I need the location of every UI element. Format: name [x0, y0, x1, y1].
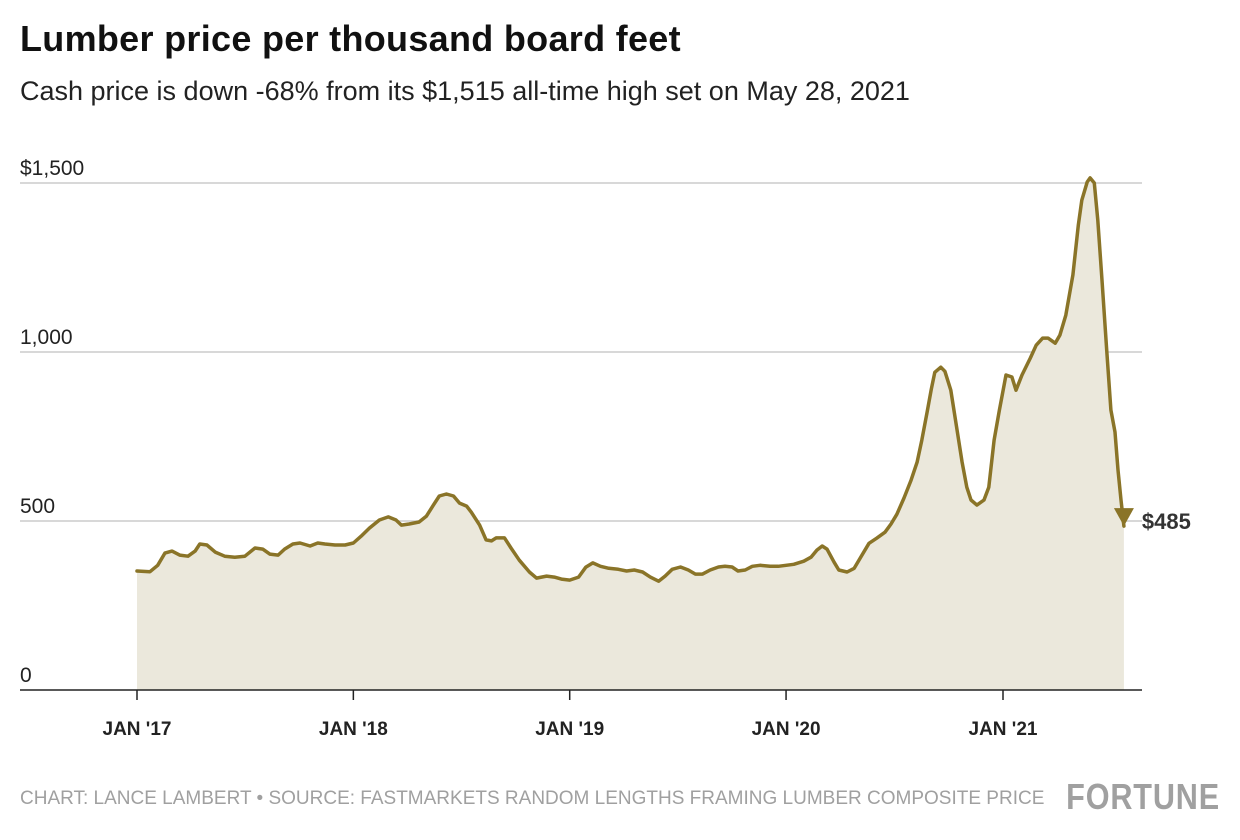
price-line	[135, 176, 1126, 583]
chart-subtitle: Cash price is down -68% from its $1,515 …	[20, 76, 910, 106]
price-area	[137, 177, 1124, 690]
footer-credit: CHART: LANCE LAMBERT • SOURCE: FASTMARKE…	[20, 788, 1045, 809]
fortune-logo: FORTUNE	[1066, 776, 1220, 817]
x-tick-label: JAN '21	[969, 719, 1038, 740]
x-tick-label: JAN '18	[319, 719, 388, 740]
chart-title: Lumber price per thousand board feet	[20, 18, 681, 59]
x-axis: JAN '17 JAN '18 JAN '19 JAN '20 JAN '21	[20, 689, 1142, 740]
x-tick-label: JAN '19	[535, 719, 604, 740]
lumber-price-chart: JAN '17 JAN '18 JAN '19 JAN '20 JAN '21 0 500…	[20, 157, 1191, 740]
grid-lines	[20, 182, 1142, 522]
y-tick-label: 0	[20, 664, 32, 687]
y-tick-label: $1,500	[20, 157, 84, 180]
y-tick-label: 500	[20, 495, 55, 518]
y-axis-labels: 0 500 1,000 $1,500	[20, 157, 84, 687]
end-value-label: $485	[1142, 509, 1191, 534]
end-marker-down-triangle	[1113, 508, 1134, 527]
x-tick-label: JAN '17	[103, 719, 172, 740]
x-tick-label: JAN '20	[752, 719, 821, 740]
y-tick-label: 1,000	[20, 326, 73, 349]
